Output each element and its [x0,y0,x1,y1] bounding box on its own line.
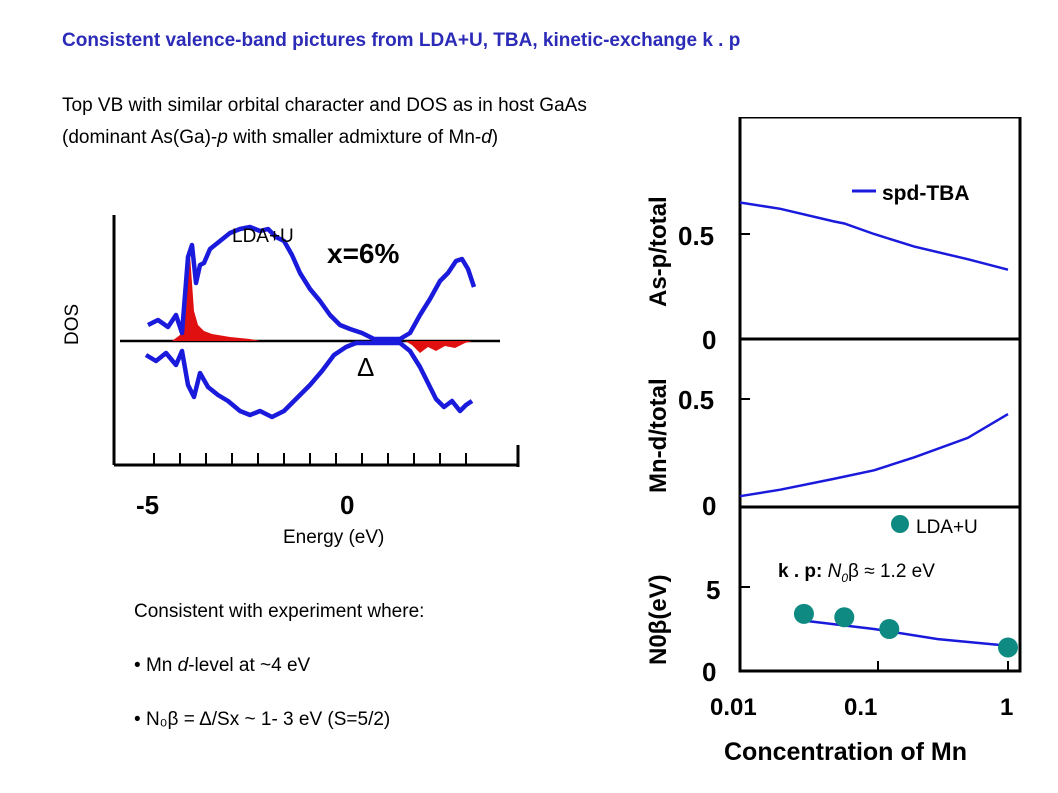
n0beta-tick-5: 5 [706,575,720,605]
legend-lda-u-marker [891,515,909,533]
dos-tick-zero: 0 [340,490,355,520]
mn-d-majority-fill [172,255,260,341]
n0beta-tick-0: 0 [702,657,716,687]
slide-subtitle: Top VB with similar orbital character an… [62,90,587,154]
lda-u-point [834,607,855,628]
dos-ylabel: DOS [62,303,83,345]
dos-ticks [153,453,467,465]
mn-d-tick-05: 0.5 [678,385,714,415]
as-p-tick-05: 0.5 [678,221,714,251]
panel-mn-d-frame [738,337,1022,509]
subtitle-line-1: Top VB with similar orbital character an… [62,95,587,116]
bullet-mn-level: • Mn d-level at ~4 eV [134,655,311,676]
lda-u-point [998,637,1018,658]
legend-spd-tba-text: spd-TBA [882,182,970,205]
panel-as-p-frame [738,117,1022,341]
experiment-heading: Consistent with experiment where: [134,601,425,622]
kp-annotation: k . p: N0β ≈ 1.2 eV [778,561,935,585]
subtitle-line-2: (dominant As(Ga)-p with smaller admixtur… [62,127,499,148]
n0beta-kp-curve [803,619,1009,648]
mn-d-ylabel: Mn-d/total [645,378,672,493]
mn-d-minority-fill [405,341,472,353]
as-p-tick-0: 0 [702,325,716,355]
lda-u-point [879,619,900,639]
lda-u-point [793,603,814,624]
dos-tick-minus5: -5 [136,490,160,520]
x-tick-001: 0.01 [710,694,757,721]
legend-lda-u-text: LDA+U [916,517,978,538]
tba-plots: 0.5 0 0.5 0 5 0 0.01 0.1 1 Concentration… [645,117,1022,766]
dos-plot [112,215,520,467]
experiment-notes: Consistent with experiment where: • Mn d… [134,600,424,732]
dos-spin-down-curve [144,340,474,420]
slide-title: Consistent valence-band pictures from LD… [62,30,741,51]
x-tick-01: 0.1 [844,694,877,721]
n0beta-ylabel: N0β(eV) [645,574,672,665]
x-tick-1: 1 [1000,694,1013,721]
mn-d-tick-0: 0 [702,491,716,521]
as-p-ylabel: As-p/total [645,196,672,307]
dos-spin-up-curve [146,224,477,342]
x-axis-title: Concentration of Mn [724,738,967,766]
as-p-curve [739,201,1009,271]
mn-d-curve [739,413,1009,498]
gap-delta-symbol: Δ [357,352,375,382]
dos-xlabel: Energy (eV) [283,527,385,548]
dos-concentration-label: x=6% [327,238,400,269]
dos-method-label: LDA+U [232,226,294,247]
panel-n0beta-frame [738,505,1022,673]
bullet-n0beta: • N₀β = Δ/Sx ~ 1- 3 eV (S=5/2) [134,709,391,730]
